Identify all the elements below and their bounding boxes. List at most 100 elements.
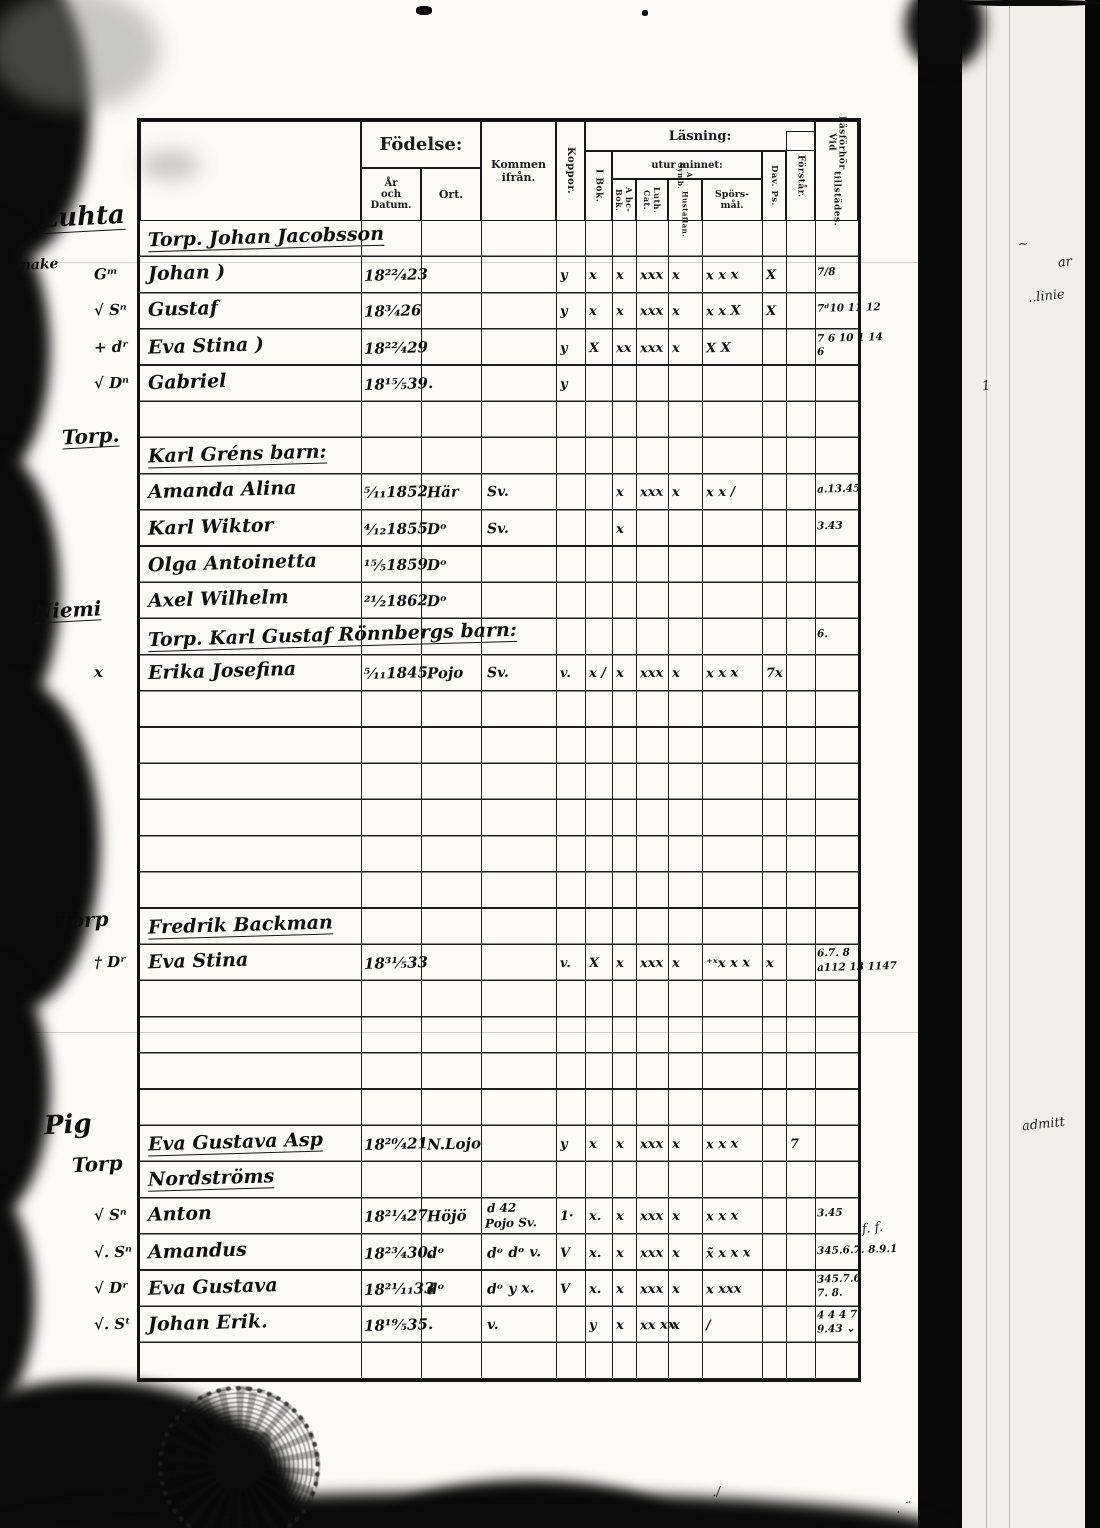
examination-mark: / <box>705 1317 711 1334</box>
person-name: Johan Erik. <box>147 1310 268 1336</box>
birth-date: 18³⁄₄26 <box>363 301 422 322</box>
examination-mark: x <box>765 955 774 972</box>
understands-header: Förstår. <box>786 131 815 221</box>
examination-mark: y <box>588 1317 597 1334</box>
row-prefix: x <box>93 663 104 682</box>
column-rule <box>612 221 613 1379</box>
column-rule <box>762 221 763 1379</box>
examination-mark: x x x <box>705 665 739 682</box>
subheader-line: A. Symb. <box>676 163 694 190</box>
attendance-note: 345.7.6 <box>816 1272 861 1286</box>
reading-header: Läsning: <box>585 121 815 151</box>
examination-mark: y <box>559 1136 568 1153</box>
handwritten-note: Niemi <box>33 596 102 624</box>
attendance-note: 3.45 <box>816 1207 843 1220</box>
subheader-line: Spörs- <box>714 189 750 200</box>
examination-mark: xx xx <box>639 1317 676 1334</box>
birth-date: ²¹⁄₂1862 <box>363 591 429 611</box>
came-from: Sv. <box>486 520 509 537</box>
examination-mark: x <box>615 1136 624 1153</box>
adjacent-page-edge <box>962 0 1085 1528</box>
birth-date: 18¹⁹⁄₅35. <box>363 1315 434 1335</box>
register-table: Födelse: År och Datum. Ort. Kommen ifrån… <box>94 115 898 1382</box>
column-rule <box>815 221 816 1379</box>
fold-line <box>1009 0 1010 1528</box>
column-rule <box>668 221 669 1379</box>
row-prefix: + dʳ <box>93 337 129 357</box>
examination-mark: y <box>559 268 568 284</box>
examination-mark: x x x <box>705 1136 739 1153</box>
attendance-note: 6.7. 8 <box>816 946 851 960</box>
examination-mark: 7 <box>789 1136 800 1153</box>
birth-place: Här <box>426 482 460 502</box>
examination-mark: x <box>615 304 624 320</box>
attendance-note: 7ᵈ10 11 12 <box>816 301 881 316</box>
examination-mark: x <box>615 1209 624 1225</box>
came-from: dᵒ dᵒ v. <box>486 1243 542 1262</box>
examination-mark: x xxx <box>705 1281 742 1298</box>
birth-place: dᵒ <box>426 1243 445 1262</box>
handwritten-note: Pig <box>43 1108 93 1142</box>
handwritten-note: Torp. <box>61 422 120 450</box>
examination-mark: xxx <box>639 1136 664 1153</box>
examination-mark: x <box>615 485 624 501</box>
examination-mark: 1· <box>559 1209 574 1225</box>
questions-header: Spörs- mål. <box>702 179 762 221</box>
luther-catechism-header: Luth. Cat. <box>636 179 668 221</box>
seal-shield <box>203 1425 272 1503</box>
examination-mark: xxx <box>639 340 664 356</box>
examination-mark: xxx <box>639 1245 664 1261</box>
handwritten-note: ..linie <box>1027 287 1066 306</box>
birth-place-subheader: Ort. <box>421 168 481 221</box>
examination-mark: x <box>615 521 624 537</box>
column-rule <box>702 221 703 1379</box>
examination-mark: x <box>671 1209 680 1225</box>
examination-mark: X <box>765 304 777 320</box>
row-prefix: √ Sⁿ <box>93 300 128 320</box>
examination-mark: x <box>615 666 624 682</box>
birth-date: 18²²⁄₄23 <box>363 265 429 286</box>
column-rule <box>585 221 586 1379</box>
examination-mark: x <box>615 1317 624 1334</box>
davids-psalms-header: Dav. Ps. <box>762 151 786 221</box>
examination-mark: x. <box>588 1209 602 1225</box>
person-name: Nordströms <box>147 1165 275 1192</box>
row-prefix: √. Sᵗ <box>93 1314 131 1334</box>
examination-mark: xx <box>615 340 632 356</box>
subheader-line: tillstädes. <box>831 171 842 227</box>
came-from: d 42 <box>486 1200 517 1216</box>
subheader-line: Datum. <box>370 200 412 211</box>
scan-speck <box>642 10 648 16</box>
birth-place: dᵒ <box>426 1279 445 1299</box>
birth-date: ⁵⁄₁₁1845. <box>363 663 434 684</box>
birth-place: Dᵒ <box>426 555 448 575</box>
attendance-note-2: a112 13 1147 <box>816 959 898 975</box>
examination-mark: xxx <box>639 1281 664 1298</box>
came-from: Sv. <box>486 665 509 682</box>
row-prefix: √ Dⁿ <box>93 373 130 393</box>
handwritten-note: ~ <box>1017 236 1030 253</box>
person-name: Amandus <box>147 1238 248 1263</box>
examination-mark: 7x <box>765 666 784 682</box>
scan-speck <box>960 0 1100 6</box>
examination-mark: x <box>615 1245 624 1261</box>
subheader-line: Vid Läsförhör <box>826 115 847 170</box>
handwritten-note: ./ <box>711 1484 722 1501</box>
column-rule <box>421 221 422 1379</box>
scan-artifact <box>905 0 985 70</box>
birth-place: Pojo <box>426 663 464 683</box>
attendance-note-2: 7. 8. <box>816 1286 843 1300</box>
birth-date: 18²²⁄₄29 <box>363 337 429 358</box>
scan-smudge <box>140 150 200 180</box>
birth-place: Dᵒ <box>426 519 448 538</box>
person-name: Axel Wilhelm <box>147 586 289 612</box>
subheader-line: År <box>384 178 398 189</box>
birth-date: 18²¹⁄₁₁33 <box>363 1278 435 1299</box>
examination-mark: x x / <box>705 484 736 501</box>
came-from-header: Kommen ifrån. <box>481 121 556 221</box>
column-rule <box>361 221 362 1379</box>
examination-mark: x <box>671 1317 680 1334</box>
attendance-note-2: 6 <box>816 345 825 358</box>
person-name: Karl Wiktor <box>147 513 274 540</box>
came-from: v. <box>486 1316 499 1334</box>
